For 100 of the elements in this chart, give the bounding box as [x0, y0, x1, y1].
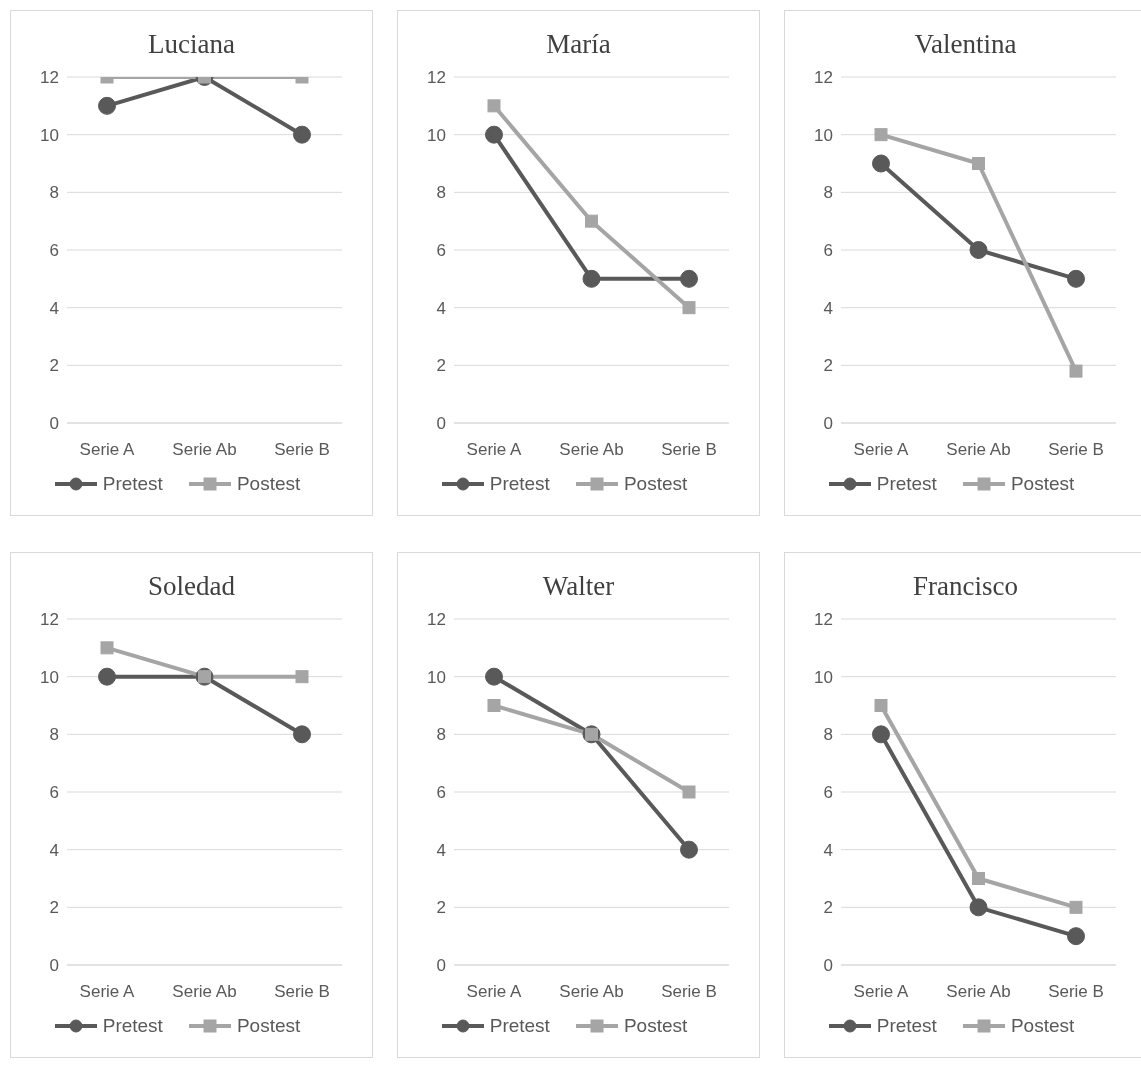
y-tick-label: 12 [814, 68, 833, 88]
legend-label: Pretest [489, 1015, 550, 1037]
x-tick-label: Serie A [853, 982, 910, 1002]
y-tick-label: 6 [436, 241, 446, 261]
x-tick-label: Serie B [661, 982, 717, 1002]
y-tick-label: 0 [49, 414, 59, 434]
y-tick-label: 10 [40, 667, 59, 687]
point [972, 157, 985, 170]
point [100, 641, 114, 655]
point [874, 128, 888, 142]
chart-title: Walter [541, 571, 616, 603]
y-tick-label: 10 [427, 125, 446, 145]
y-tick-label: 8 [49, 183, 59, 203]
y-tick-label: 2 [436, 356, 446, 376]
y-tick-label: 6 [49, 241, 59, 261]
y-tick-label: 8 [436, 725, 446, 745]
y-tick-label: 4 [823, 298, 833, 318]
x-tick-label: Serie Ab [172, 982, 237, 1002]
y-tick-label: 8 [49, 725, 59, 745]
legend-label: Pretest [876, 1015, 937, 1037]
x-tick-label: Serie Ab [946, 982, 1011, 1002]
legend-label: Postest [1010, 473, 1075, 495]
x-tick-label: Serie A [466, 982, 523, 1002]
y-tick-label: 12 [40, 610, 59, 630]
chart-title: María [545, 29, 612, 61]
y-tick-label: 6 [823, 241, 833, 261]
x-tick-label: Serie A [853, 440, 910, 460]
chart-title: Valentina [913, 29, 1018, 61]
legend-label: Postest [1010, 1015, 1075, 1037]
point [872, 154, 890, 173]
y-tick-label: 0 [823, 414, 833, 434]
point [682, 785, 696, 799]
y-tick-label: 4 [823, 840, 833, 860]
point [969, 898, 988, 917]
x-tick-label: Serie B [274, 440, 330, 460]
point [295, 670, 309, 684]
legend-label: Postest [236, 1015, 301, 1037]
x-tick-label: Serie Ab [946, 440, 1011, 460]
point [585, 214, 598, 228]
y-tick-label: 2 [49, 356, 59, 376]
x-tick-label: Serie Ab [172, 440, 237, 460]
y-tick-label: 12 [427, 68, 446, 88]
y-tick-label: 0 [436, 956, 446, 976]
point [485, 667, 503, 686]
legend-label: Pretest [102, 473, 163, 495]
y-tick-label: 12 [427, 610, 446, 630]
y-tick-label: 8 [436, 183, 446, 203]
x-tick-label: Serie B [661, 440, 717, 460]
point [969, 241, 988, 259]
x-tick-label: Serie Ab [559, 982, 624, 1002]
legend-label: Postest [623, 1015, 688, 1037]
y-tick-label: 0 [823, 956, 833, 976]
y-tick-label: 4 [49, 298, 59, 318]
point [485, 125, 503, 144]
x-tick-label: Serie Ab [559, 440, 624, 460]
point [487, 699, 501, 712]
y-tick-label: 10 [814, 125, 833, 145]
point [1069, 364, 1083, 378]
point [682, 301, 696, 315]
y-tick-label: 4 [49, 840, 59, 860]
y-tick-label: 0 [49, 956, 59, 976]
point [1067, 927, 1085, 946]
x-tick-label: Serie B [274, 982, 330, 1002]
y-tick-label: 0 [436, 414, 446, 434]
chart-title: Soledad [147, 571, 236, 603]
y-tick-label: 10 [814, 667, 833, 687]
x-tick-label: Serie B [1048, 982, 1104, 1002]
chart-title: Francisco [912, 571, 1019, 603]
y-tick-label: 2 [823, 356, 833, 376]
x-tick-label: Serie A [466, 440, 523, 460]
x-tick-label: Serie B [1048, 440, 1104, 460]
point [680, 840, 698, 859]
y-tick-label: 6 [49, 783, 59, 803]
legend-label: Pretest [876, 473, 937, 495]
y-tick-label: 2 [436, 898, 446, 918]
point [972, 872, 985, 885]
point [1067, 269, 1085, 288]
y-tick-label: 2 [823, 898, 833, 918]
y-tick-label: 12 [40, 68, 59, 88]
y-tick-label: 8 [823, 183, 833, 203]
y-tick-label: 4 [436, 840, 446, 860]
y-tick-label: 4 [436, 298, 446, 318]
legend-label: Pretest [489, 473, 550, 495]
point [680, 269, 698, 288]
chart-title: Luciana [147, 29, 236, 61]
legend-label: Postest [623, 473, 688, 495]
y-tick-label: 2 [49, 898, 59, 918]
y-tick-label: 8 [823, 725, 833, 745]
x-tick-label: Serie A [79, 982, 136, 1002]
point [874, 699, 888, 712]
y-tick-label: 6 [823, 783, 833, 803]
y-tick-label: 12 [814, 610, 833, 630]
point [487, 99, 501, 113]
point [582, 269, 601, 288]
legend-label: Pretest [102, 1015, 163, 1037]
x-tick-label: Serie A [79, 440, 136, 460]
y-tick-label: 10 [427, 667, 446, 687]
point [293, 725, 311, 744]
point [1069, 900, 1083, 914]
legend-label: Postest [236, 473, 301, 495]
